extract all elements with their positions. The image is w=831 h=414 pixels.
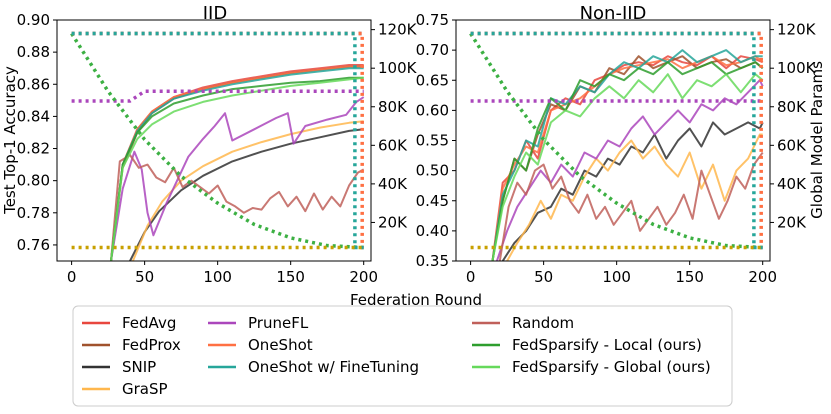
noniid-ytick-label: 0.50	[416, 162, 449, 180]
iid-y2tick-label: 120K	[378, 21, 418, 39]
noniid-x-ticks: 0 50 100 150 200	[466, 261, 777, 286]
noniid-ytick-label: 0.35	[416, 252, 449, 270]
iid-xtick-label: 150	[276, 268, 305, 286]
noniid-xtick-label: 200	[748, 268, 777, 286]
iid-ytick-label: 0.86	[17, 75, 50, 93]
iid-xtick-label: 0	[67, 268, 77, 286]
legend-label: FedSparsify - Local (ours)	[512, 336, 702, 354]
noniid-y2tick-label: 40K	[777, 175, 807, 193]
noniid-y2-axis-title: Global Model Params	[808, 61, 826, 219]
legend-label: FedSparsify - Global (ours)	[512, 358, 711, 376]
noniid-y2tick-label: 20K	[777, 213, 807, 231]
iid-ytick-label: 0.76	[17, 236, 50, 254]
iid-x-ticks: 0 50 100 150 200	[67, 261, 378, 286]
legend: FedAvg FedProx SNIP GraSP PruneFL OneShot OneS…	[73, 306, 732, 406]
noniid-xtick-label: 150	[675, 268, 704, 286]
iid-y2tick-label: 100K	[378, 59, 418, 77]
legend-label: Random	[512, 314, 574, 332]
iid-ytick-label: 0.82	[17, 140, 50, 158]
iid-y-axis-title: Test Top-1 Accuracy	[1, 66, 19, 215]
noniid-title: Non-IID	[580, 3, 647, 24]
noniid-ytick-label: 0.65	[416, 71, 449, 89]
noniid-y2tick-label: 60K	[777, 136, 807, 154]
noniid-y2tick-label: 120K	[777, 21, 817, 39]
iid-y-ticks: 0.76 0.78 0.80 0.82 0.84 0.86 0.88 0.90	[17, 11, 57, 254]
noniid-y2tick-label: 80K	[777, 98, 807, 116]
iid-y2tick-label: 20K	[378, 213, 408, 231]
iid-panel: IID 0 50 100 150 200 0.76 0.78 0.80 0.82 0.84 0.8…	[1, 3, 418, 286]
iid-series-fedsparsify-local-ours	[111, 78, 364, 261]
iid-ytick-label: 0.88	[17, 43, 50, 61]
iid-plot-frame	[57, 20, 371, 261]
iid-y2tick-label: 60K	[378, 136, 408, 154]
noniid-series-random	[500, 153, 763, 262]
legend-label: PruneFL	[248, 314, 309, 332]
noniid-xtick-label: 100	[602, 268, 631, 286]
noniid-curves	[493, 50, 763, 261]
iid-series-grasp	[133, 121, 364, 261]
iid-curves	[111, 65, 364, 261]
noniid-ytick-label: 0.55	[416, 132, 449, 150]
legend-label: GraSP	[122, 380, 168, 398]
noniid-series-grasp	[507, 135, 763, 262]
figure: IID 0 50 100 150 200 0.76 0.78 0.80 0.82 0.84 0.8…	[0, 0, 831, 410]
iid-series-fedsparsify-global-ours	[111, 78, 364, 261]
iid-ytick-label: 0.90	[17, 11, 50, 29]
iid-series-oneshot	[111, 67, 364, 261]
iid-y2-ticks: 20K 40K 60K 80K 100K 120K	[371, 21, 418, 232]
legend-label: FedAvg	[122, 314, 176, 332]
noniid-ytick-label: 0.75	[416, 11, 449, 29]
legend-label: SNIP	[122, 358, 156, 376]
noniid-xtick-label: 50	[534, 268, 553, 286]
noniid-y-ticks: 0.35 0.40 0.45 0.50 0.55 0.60 0.65 0.70 0.75	[416, 11, 456, 270]
iid-series-oneshot-w-finetuning	[111, 68, 364, 261]
legend-label: OneShot	[248, 336, 313, 354]
noniid-series-oneshot-w-finetuning	[493, 50, 763, 261]
legend-label: OneShot w/ FineTuning	[248, 358, 419, 376]
noniid-ytick-label: 0.70	[416, 41, 449, 59]
iid-xtick-label: 100	[203, 268, 232, 286]
noniid-ytick-label: 0.45	[416, 192, 449, 210]
iid-ytick-label: 0.84	[17, 107, 50, 125]
iid-series-prunefl	[111, 97, 364, 261]
iid-xtick-label: 200	[349, 268, 378, 286]
iid-ytick-label: 0.78	[17, 204, 50, 222]
iid-xtick-label: 50	[135, 268, 154, 286]
legend-label: FedProx	[122, 336, 181, 354]
iid-series-fedprox	[111, 67, 364, 261]
iid-series-snip	[130, 129, 364, 261]
noniid-ytick-label: 0.60	[416, 101, 449, 119]
noniid-ytick-label: 0.40	[416, 222, 449, 240]
noniid-series-prunefl	[497, 80, 763, 261]
noniid-series-fedsparsify-local-ours	[493, 62, 763, 261]
noniid-panel: Non-IID 0 50 100 150 200 0.35 0.40 0.45 0.50 0.5…	[416, 3, 826, 286]
iid-y2tick-label: 80K	[378, 98, 408, 116]
iid-ytick-label: 0.80	[17, 172, 50, 190]
figure-svg: IID 0 50 100 150 200 0.76 0.78 0.80 0.82 0.84 0.8…	[0, 0, 831, 410]
iid-y2tick-label: 40K	[378, 175, 408, 193]
noniid-xtick-label: 0	[466, 268, 476, 286]
iid-title: IID	[203, 3, 227, 24]
